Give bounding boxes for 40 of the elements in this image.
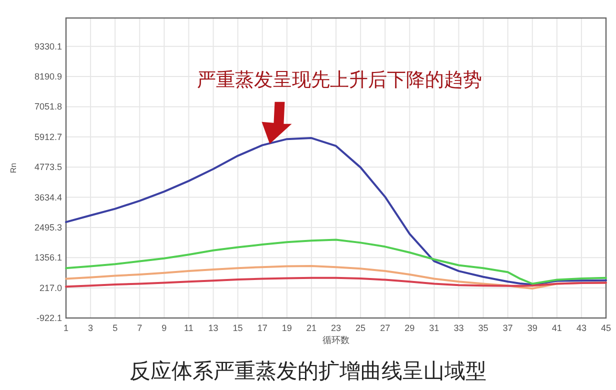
x-tick-label: 1 (63, 323, 69, 333)
x-tick-label: 19 (282, 323, 292, 333)
x-tick-label: 45 (600, 323, 612, 333)
y-tick-label: 9330.1 (34, 41, 62, 52)
x-tick-label: 35 (478, 323, 488, 333)
x-tick-label: 43 (576, 323, 586, 333)
y-axis-title: Rn (9, 162, 18, 174)
x-tick-label: 33 (454, 323, 464, 333)
y-tick-label: -922.1 (36, 313, 62, 323)
x-tick-label: 3 (88, 323, 94, 333)
x-tick-label: 15 (232, 323, 243, 333)
y-tick-label: 5912.7 (34, 132, 62, 142)
annotation: 严重蒸发呈现先上升后下降的趋势 (197, 70, 482, 91)
x-tick-label: 39 (527, 323, 538, 333)
x-tick-label: 17 (257, 323, 268, 333)
x-tick-label: 13 (208, 323, 218, 333)
x-axis-title: 循环数 (322, 335, 350, 345)
x-tick-label: 37 (502, 323, 513, 333)
x-tick-label: 31 (429, 323, 440, 333)
x-tick-label: 27 (380, 323, 390, 333)
x-tick-label: 29 (404, 323, 415, 333)
line-series (65, 238, 607, 285)
y-tick-label: 4773.5 (34, 162, 62, 172)
x-tick-label: 23 (330, 323, 342, 333)
text: 反应体系严重蒸发的扩增曲线呈山域型 (130, 360, 486, 383)
y-tick-label: 2495.3 (34, 222, 62, 232)
x-tick-label: 25 (356, 323, 366, 333)
x-tick-label: 7 (137, 323, 142, 333)
line-series (65, 137, 607, 286)
x-tick-label: 21 (306, 323, 316, 333)
x-tick-label: 5 (112, 323, 118, 333)
x-tick-label: 9 (162, 323, 167, 333)
y-tick-label: 7051.8 (34, 102, 62, 112)
y-tick-label: 1356.1 (34, 252, 62, 263)
y-tick-label: 3634.4 (34, 192, 62, 202)
x-tick-label: 11 (184, 323, 194, 333)
y-tick-label: 8190.9 (34, 72, 62, 82)
y-tick-label: 217.0 (39, 282, 62, 293)
x-tick-label: 41 (552, 323, 562, 333)
line-series (65, 276, 607, 288)
